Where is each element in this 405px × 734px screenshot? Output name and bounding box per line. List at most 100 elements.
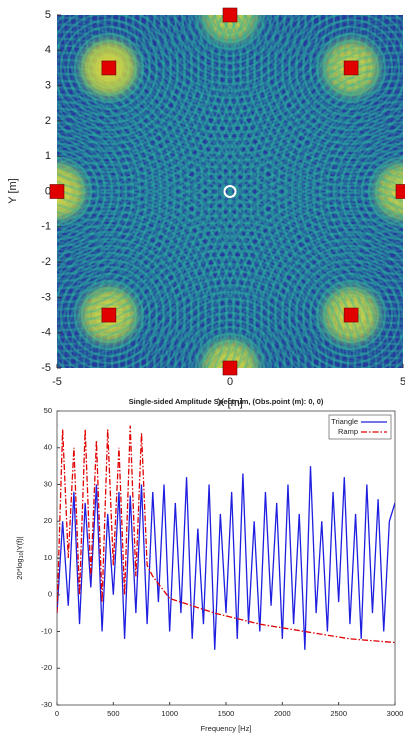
wave-ring xyxy=(57,112,312,368)
source xyxy=(101,307,117,323)
wave-ring xyxy=(57,15,375,334)
wave-ring xyxy=(57,102,403,212)
source-glow xyxy=(192,15,268,53)
field xyxy=(57,15,403,368)
wave-ring xyxy=(57,15,340,299)
wave-ring xyxy=(57,115,403,188)
wave-ring xyxy=(253,15,324,368)
source xyxy=(101,60,117,76)
wave-ring xyxy=(57,85,403,205)
wave-ring xyxy=(57,15,277,236)
plot-area xyxy=(56,410,396,706)
wave-ring xyxy=(122,15,189,368)
wave-ring xyxy=(143,15,217,368)
wave-ring xyxy=(131,15,329,114)
wave-ring xyxy=(171,15,258,368)
lines xyxy=(57,425,395,650)
wave-ring xyxy=(57,15,200,160)
wave-ring xyxy=(346,135,403,248)
wave-ring xyxy=(57,258,403,317)
wave-ring xyxy=(57,126,298,368)
wave-ring xyxy=(213,15,296,368)
wave-ring xyxy=(246,209,403,368)
wave-ring xyxy=(166,15,268,368)
wave-ring xyxy=(57,275,403,331)
wave-ring xyxy=(267,230,403,368)
y-tick-label: -10 xyxy=(41,626,52,635)
source xyxy=(222,7,238,23)
wave-ring xyxy=(159,15,301,86)
y-tick-label: 3 xyxy=(45,80,51,92)
wave-ring xyxy=(185,15,281,368)
wave-ring xyxy=(191,15,282,368)
wave-ring xyxy=(57,195,228,368)
wave-ring xyxy=(129,15,198,368)
wave-ring xyxy=(211,15,403,209)
wave-ring xyxy=(57,108,403,179)
wave-ring xyxy=(183,147,403,368)
source xyxy=(395,184,405,199)
wave-ring xyxy=(57,160,263,368)
x-tick-label: 0 xyxy=(55,709,59,718)
y-axis-label: Y [m] xyxy=(7,178,19,203)
wave-ring xyxy=(89,227,371,368)
wave-ring xyxy=(57,128,121,255)
wave-ring xyxy=(57,114,135,269)
wave-ring xyxy=(295,15,403,125)
wave-ring xyxy=(57,15,172,132)
wave-ring xyxy=(103,15,357,142)
wave-ring xyxy=(353,142,403,241)
wave-ring xyxy=(57,195,403,268)
x-tick-label: -5 xyxy=(52,376,62,388)
wave-ring xyxy=(246,15,403,174)
wave-ring xyxy=(274,15,403,146)
x-tick-label: 0 xyxy=(227,376,233,388)
wave-ring xyxy=(280,15,345,368)
wave-ring xyxy=(162,126,403,368)
wave-ring xyxy=(145,283,315,368)
y-tick-label: 5 xyxy=(45,9,51,21)
wave-ring xyxy=(298,15,359,368)
wave-ring xyxy=(180,318,280,368)
wave-ring xyxy=(57,87,403,151)
y-tick-label: -4 xyxy=(41,327,51,339)
wave-ring xyxy=(260,223,403,368)
wave-ring xyxy=(57,136,403,219)
wave-ring xyxy=(57,147,277,368)
wave-ring xyxy=(306,15,366,368)
wave-ring xyxy=(57,15,256,216)
y-tick-label: -20 xyxy=(41,663,52,672)
wave-ring xyxy=(220,15,369,368)
wave-ring xyxy=(57,149,100,234)
wave-ring xyxy=(57,129,403,208)
y-axis-label: 20*log10|Y(f)| xyxy=(15,536,25,579)
wave-ring xyxy=(118,15,247,368)
wave-ring xyxy=(57,15,389,348)
wave-ring xyxy=(108,15,171,368)
wave-ring xyxy=(289,15,352,368)
wave-ring xyxy=(68,15,392,177)
wave-ring xyxy=(57,135,114,248)
wave-ring xyxy=(57,28,396,368)
wave-ring xyxy=(117,255,343,368)
wave-ring xyxy=(57,15,207,167)
wave-ring xyxy=(57,65,184,318)
wave-ring xyxy=(57,58,191,325)
wave-ring xyxy=(110,15,350,135)
wave-ring xyxy=(61,199,399,368)
wave-ring xyxy=(57,15,193,153)
wave-ring xyxy=(311,100,403,283)
wave-ring xyxy=(288,15,403,132)
wave-ring xyxy=(152,290,308,368)
wave-ring xyxy=(57,192,403,368)
wave-ring xyxy=(103,241,357,368)
wave-ring xyxy=(190,15,403,230)
wave-ring xyxy=(57,258,165,368)
wave-ring xyxy=(57,101,403,169)
wave-ring xyxy=(57,15,326,285)
wave-ring xyxy=(57,59,403,116)
wave-ring xyxy=(159,297,301,368)
wave-ring xyxy=(131,269,329,368)
wave-ring xyxy=(211,174,403,368)
